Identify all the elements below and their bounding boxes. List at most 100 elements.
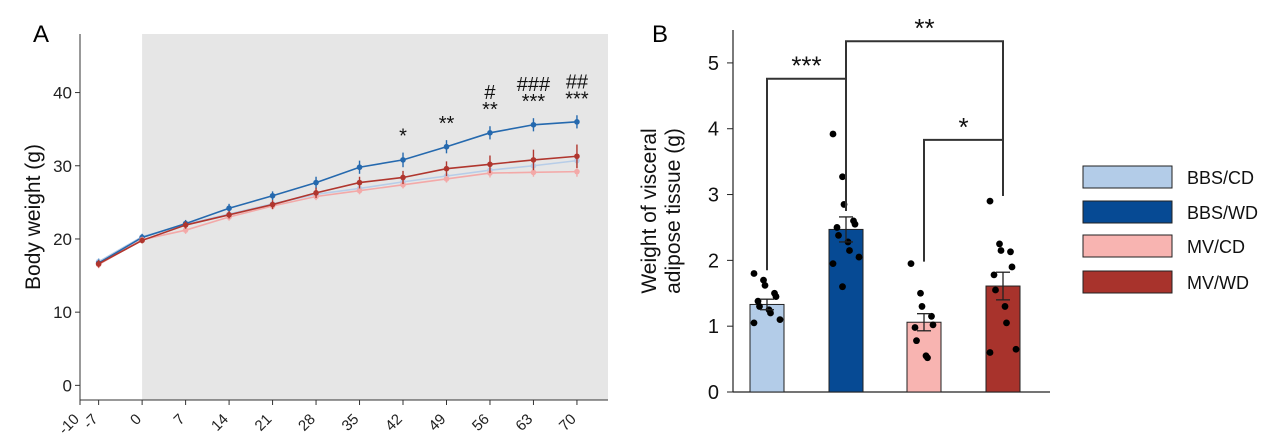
individual-point bbox=[913, 337, 920, 345]
individual-point bbox=[992, 286, 999, 294]
x-tick-label: 42 bbox=[382, 411, 406, 435]
individual-point bbox=[839, 173, 846, 181]
data-point bbox=[487, 161, 493, 168]
data-point bbox=[182, 222, 189, 228]
data-point bbox=[139, 237, 145, 244]
individual-point bbox=[772, 293, 780, 300]
data-point bbox=[574, 119, 580, 125]
data-point bbox=[226, 212, 232, 218]
individual-point bbox=[833, 224, 841, 231]
x-tick-label: 63 bbox=[512, 411, 536, 435]
individual-point bbox=[986, 349, 994, 356]
data-point bbox=[269, 192, 276, 199]
individual-point bbox=[986, 197, 994, 205]
x-tick-label: 7 bbox=[171, 411, 189, 429]
legend-swatch-mv-cd bbox=[1082, 234, 1173, 258]
y-tick-label: 2 bbox=[708, 250, 719, 272]
individual-point bbox=[851, 220, 859, 228]
data-point bbox=[443, 176, 450, 182]
individual-point bbox=[750, 319, 758, 327]
individual-point bbox=[756, 303, 763, 310]
individual-point bbox=[917, 289, 924, 297]
y-tick-label: 0 bbox=[708, 382, 719, 404]
panel-a-label: A bbox=[33, 21, 49, 48]
x-tick-label: 35 bbox=[339, 411, 363, 435]
significance-bracket bbox=[923, 138, 1004, 262]
data-point bbox=[313, 179, 319, 186]
legend-label: BBS/WD bbox=[1187, 203, 1258, 223]
x-tick-label: -7 bbox=[80, 411, 101, 432]
significance-label: * bbox=[958, 112, 968, 142]
y-axis-title-line2: adipose tissue (g) bbox=[662, 128, 685, 294]
legend-swatch-bbs-cd bbox=[1082, 165, 1173, 189]
bar-bbs-wd bbox=[828, 228, 864, 393]
individual-point bbox=[1012, 345, 1020, 353]
individual-point bbox=[776, 316, 784, 323]
individual-point bbox=[761, 281, 769, 289]
legend-swatch-mv-wd bbox=[1082, 270, 1173, 294]
individual-point bbox=[928, 312, 935, 320]
y-tick-label: 5 bbox=[708, 53, 719, 75]
chart-b-visceral-adipose: 0 1 2 3 4 5 Weight of visceral adipose tissue (… bbox=[638, 13, 1050, 404]
data-point bbox=[313, 190, 319, 196]
significance-label: ** bbox=[914, 13, 934, 43]
data-point bbox=[443, 143, 450, 150]
individual-point bbox=[829, 130, 837, 138]
individual-point bbox=[754, 297, 762, 305]
legend: BBS/CD BBS/WD MV/CD MV/WD bbox=[1082, 165, 1258, 294]
individual-point bbox=[835, 231, 842, 239]
individual-point bbox=[907, 260, 915, 268]
y-tick-label: 40 bbox=[53, 84, 72, 103]
legend-label: MV/WD bbox=[1187, 273, 1249, 293]
y-tick-label: 10 bbox=[53, 303, 72, 322]
series-line-bbs-wd bbox=[98, 121, 577, 264]
x-tick-label: 28 bbox=[295, 411, 319, 435]
y-axis-title-line1: Weight of visceral bbox=[638, 128, 661, 293]
data-point bbox=[95, 261, 102, 267]
data-point bbox=[530, 157, 537, 163]
bar-mv-wd bbox=[985, 285, 1021, 393]
series-line-mv-wd bbox=[98, 155, 578, 265]
individual-point bbox=[990, 271, 998, 279]
y-tick-label: 1 bbox=[708, 316, 719, 338]
individual-point bbox=[911, 324, 919, 331]
data-point bbox=[400, 181, 406, 188]
panel-b-label: B bbox=[652, 21, 668, 48]
significance-marker: ** bbox=[482, 99, 498, 121]
individual-point bbox=[829, 260, 837, 268]
chart-a-body-weight: 0 10 20 30 40 -10-7 0 7 14 21 28 35 42 49 56 63 70 Body w… bbox=[22, 34, 608, 438]
individual-point bbox=[760, 276, 767, 284]
x-tick-label: 0 bbox=[127, 411, 145, 429]
data-point bbox=[356, 164, 363, 171]
significance-marker: *** bbox=[565, 88, 589, 110]
x-tick-label: 56 bbox=[469, 411, 493, 435]
data-point bbox=[400, 157, 406, 163]
individual-point bbox=[1007, 248, 1014, 256]
individual-point bbox=[767, 309, 774, 317]
y-tick-label: 30 bbox=[53, 157, 72, 176]
x-tick-label: 21 bbox=[252, 411, 276, 435]
data-point bbox=[574, 153, 580, 160]
individual-point bbox=[918, 303, 926, 310]
individual-point bbox=[855, 253, 863, 261]
y-tick-label: 0 bbox=[63, 376, 72, 395]
x-tick-label: 14 bbox=[208, 411, 232, 435]
data-point bbox=[356, 179, 363, 186]
significance-marker: ### bbox=[517, 74, 551, 96]
individual-point bbox=[924, 354, 931, 362]
individual-point bbox=[929, 321, 937, 329]
significance-label: *** bbox=[791, 51, 821, 81]
x-tick-label: 70 bbox=[556, 411, 580, 435]
data-point bbox=[400, 174, 406, 181]
legend-label: MV/CD bbox=[1187, 237, 1245, 257]
x-tick-label: 49 bbox=[426, 411, 450, 435]
series-line-mv-cd bbox=[98, 170, 577, 266]
data-point bbox=[530, 169, 537, 176]
significance-marker: *** bbox=[522, 91, 546, 113]
y-axis-title: Body weight (g) bbox=[22, 144, 45, 290]
y-tick-label: 20 bbox=[53, 230, 72, 249]
individual-point bbox=[846, 247, 853, 254]
data-point bbox=[356, 187, 363, 194]
legend-label: BBS/CD bbox=[1187, 168, 1254, 188]
